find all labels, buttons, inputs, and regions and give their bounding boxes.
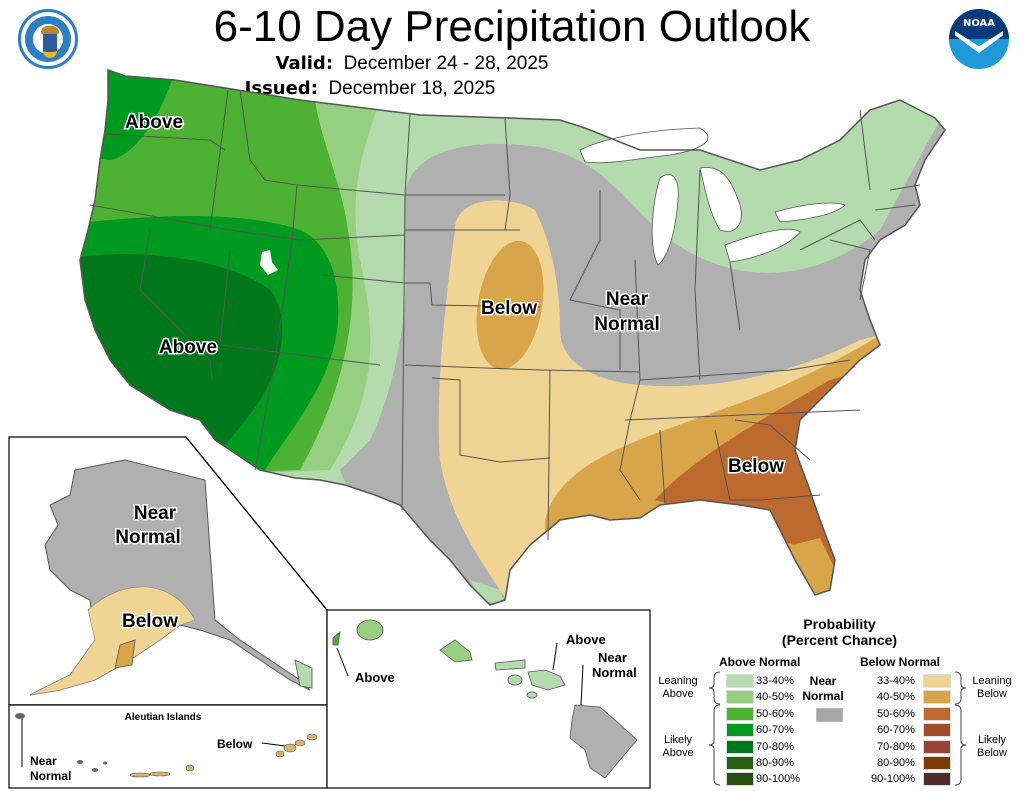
aleutian-title: Aleutian Islands (125, 712, 202, 723)
swatch-below-60-70 (923, 723, 951, 737)
above-range-0: 33-40% (756, 675, 794, 687)
state-borders (89, 89, 921, 541)
swatch-above-50-60 (726, 707, 754, 721)
legend-above-header: Above Normal (719, 655, 801, 669)
legend-braces (708, 671, 967, 786)
legend-near-normal: Near Normal (798, 674, 848, 704)
likely-below-line1: Likely (977, 734, 1007, 746)
above-range-1: 40-50% (756, 691, 794, 703)
label-midwest-line1: Near (606, 289, 649, 310)
legend-title-line1: Probability (803, 616, 876, 632)
valid-value: December 24 - 28, 2025 (343, 53, 549, 74)
near-normal-line2: Normal (802, 689, 844, 703)
swatch-above-80-90 (726, 756, 754, 770)
legend-leaning-above: Leaning Above (653, 675, 703, 701)
likely-above-line2: Above (662, 747, 694, 759)
alaska-label-near-line1: Near (134, 503, 177, 524)
above-range-4: 70-80% (756, 741, 794, 753)
swatch-above-90-100 (726, 772, 754, 786)
below-range-6: 90-100% (871, 773, 916, 785)
hawaii-label-maui: Above (566, 632, 606, 647)
noaa-logo-text: NOAA (962, 18, 996, 29)
valid-dates: Valid: December 24 - 28, 2025 (0, 53, 924, 75)
legend-title: Probability (Percent Chance) (655, 616, 1024, 648)
likely-above-line1: Likely (663, 734, 693, 746)
above-range-2: 50-60% (756, 708, 794, 720)
leaning-above-line1: Leaning (658, 675, 698, 687)
swatch-below-50-60 (923, 707, 951, 721)
swatch-below-33-40 (923, 674, 951, 688)
legend-likely-above: Likely Above (653, 734, 703, 760)
swatch-above-60-70 (726, 723, 754, 737)
above-range-6: 90-100% (756, 773, 801, 785)
below-range-4: 70-80% (877, 741, 915, 753)
legend-below-header: Below Normal (860, 655, 941, 669)
swatch-above-40-50 (726, 690, 754, 704)
below-range-5: 80-90% (877, 757, 915, 769)
noaa-logo-icon: NOAA (949, 9, 1009, 69)
alaska-inset: Near Normal Below (8, 436, 328, 706)
below-range-0: 33-40% (877, 675, 915, 687)
legend-likely-below: Likely Below (967, 734, 1017, 760)
page-title: 6-10 Day Precipitation Outlook (213, 2, 811, 51)
above-range-5: 80-90% (756, 757, 794, 769)
hawaii-label-kauai: Above (355, 670, 395, 685)
hawaii-inset: Above Above Near Normal (326, 609, 651, 789)
likely-below-line2: Below (977, 747, 1007, 759)
aleutian-inset: Aleutian Islands Near Normal Below (8, 704, 328, 789)
label-southeast: Below (728, 456, 784, 477)
below-range-2: 50-60% (877, 708, 915, 720)
hawaii-label-big-island-line1: Near (598, 650, 627, 665)
alaska-label-near-line2: Normal (115, 527, 180, 548)
leaning-above-line2: Above (662, 688, 694, 700)
swatch-below-90-100 (923, 772, 951, 786)
aleutian-label-below: Below (217, 737, 253, 751)
aleutian-label-near-line1: Near (30, 754, 57, 768)
swatch-below-70-80 (923, 740, 951, 754)
conus-outline (79, 68, 946, 606)
legend-title-line2: (Percent Chance) (781, 632, 898, 648)
probability-legend: Probability (Percent Chance) Above Norma… (655, 612, 1024, 791)
legend-leaning-below: Leaning Below (967, 675, 1017, 701)
leaning-below-line1: Leaning (972, 675, 1012, 687)
near-normal-line1: Near (809, 674, 837, 688)
swatch-below-80-90 (923, 756, 951, 770)
department-of-commerce-seal-icon (18, 9, 78, 69)
aleutian-label-near-line2: Normal (30, 769, 71, 783)
leaning-below-line2: Below (977, 688, 1007, 700)
label-pacific-nw: Above (125, 112, 183, 133)
great-salt-lake (260, 250, 278, 275)
above-range-3: 60-70% (756, 724, 794, 736)
label-midwest-line2: Normal (594, 314, 659, 335)
issued-value: December 18, 2025 (328, 78, 496, 99)
great-lakes (579, 127, 846, 266)
swatch-near-normal (816, 708, 843, 722)
label-california: Above (159, 337, 217, 358)
swatch-above-70-80 (726, 740, 754, 754)
swatch-above-33-40 (726, 674, 754, 688)
hawaii-label-big-island-line2: Normal (592, 665, 637, 680)
valid-label: Valid: (275, 53, 334, 74)
label-central-plains: Below (481, 298, 537, 319)
below-range-1: 40-50% (877, 691, 915, 703)
swatch-below-40-50 (923, 690, 951, 704)
below-range-3: 60-70% (877, 724, 915, 736)
alaska-label-below: Below (122, 611, 178, 632)
